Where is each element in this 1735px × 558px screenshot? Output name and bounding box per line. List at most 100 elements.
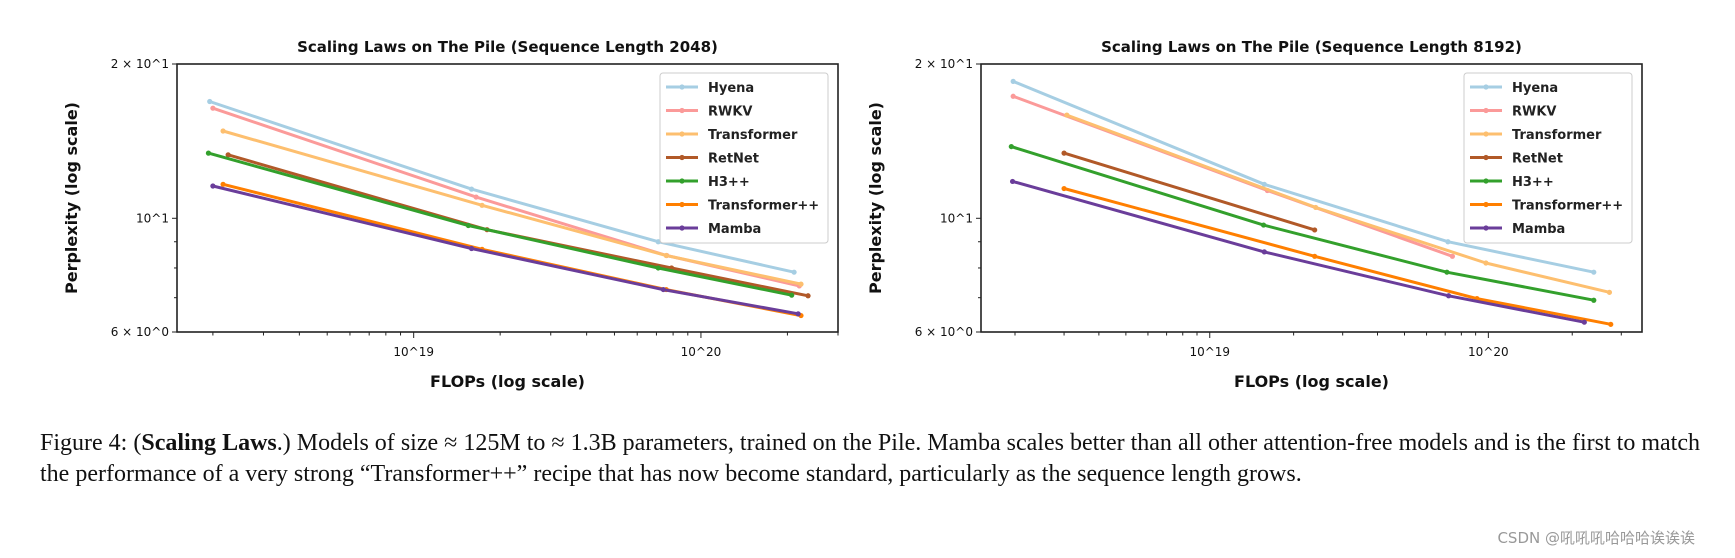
legend-item: H3++ <box>1470 175 1554 190</box>
data-point <box>1483 260 1489 266</box>
legend-label: RetNet <box>708 152 759 167</box>
series-transformer <box>1064 112 1613 295</box>
legend-item: Mamba <box>1470 222 1565 237</box>
series-mamba <box>210 183 801 317</box>
data-point <box>1064 112 1070 118</box>
legend-item: Mamba <box>666 222 761 237</box>
series-line <box>212 184 799 316</box>
legend-label: Hyena <box>708 81 754 96</box>
legend-item: RetNet <box>1470 152 1563 167</box>
series-line <box>209 100 795 274</box>
series-line <box>1066 113 1610 294</box>
legend-marker <box>1483 154 1489 161</box>
data-point <box>465 222 471 229</box>
data-point <box>789 292 795 298</box>
data-point <box>1009 178 1016 185</box>
data-point <box>1008 143 1014 150</box>
legend-item: RetNet <box>666 152 759 167</box>
series-line <box>1063 187 1612 326</box>
y-tick-label: 2 × 10^1 <box>111 57 169 71</box>
series-transformer <box>220 128 804 287</box>
y-tick-label: 6 × 10^0 <box>111 325 169 339</box>
series-hyena <box>207 98 797 275</box>
data-point <box>1312 253 1318 259</box>
legend-marker <box>1483 178 1489 184</box>
legend-marker <box>679 84 685 90</box>
data-point <box>1313 204 1319 211</box>
data-point <box>1445 239 1451 245</box>
series-transformerpp <box>1061 185 1614 327</box>
legend-marker <box>679 201 685 208</box>
legend-box <box>659 72 829 244</box>
legend-box <box>1463 72 1633 244</box>
data-point <box>1449 253 1456 259</box>
series-retnet <box>1061 150 1318 233</box>
legend-marker <box>1483 225 1489 231</box>
figure-caption: Figure 4: (Scaling Laws.) Models of size… <box>40 428 1700 490</box>
data-point <box>479 202 485 208</box>
x-tick-label: 10^20 <box>1468 345 1509 359</box>
chart-1: Scaling Laws on The Pile (Sequence Lengt… <box>62 38 839 391</box>
legend-label: Mamba <box>708 222 761 237</box>
legend-label: Mamba <box>1512 222 1565 237</box>
y-tick-label: 10^1 <box>136 211 169 225</box>
legend-marker <box>1483 201 1489 208</box>
data-point <box>663 252 669 259</box>
data-point <box>1444 269 1450 275</box>
plot-area <box>1008 78 1614 327</box>
data-point <box>660 286 666 293</box>
x-tick-label: 10^19 <box>393 345 434 359</box>
legend-item: Hyena <box>666 81 754 96</box>
legend-label: RWKV <box>1512 105 1556 120</box>
data-point <box>210 105 216 111</box>
legend-marker <box>679 225 685 231</box>
x-axis-label: FLOPs (log scale) <box>1234 372 1389 391</box>
legend-label: Transformer++ <box>708 199 819 214</box>
legend: Hyena RWKV Transformer RetNet H3++ Transforme… <box>1463 72 1633 244</box>
data-point <box>1608 321 1614 327</box>
caption-bold: Scaling Laws <box>141 430 277 456</box>
legend-item: Transformer++ <box>666 199 819 214</box>
legend-marker <box>679 131 685 137</box>
legend: Hyena RWKV Transformer RetNet H3++ Transforme… <box>659 72 829 244</box>
data-point <box>798 281 804 287</box>
caption-label: Figure 4: ( <box>40 430 142 456</box>
legend-item: Transformer <box>1470 128 1602 143</box>
y-tick-label: 6 × 10^0 <box>915 325 973 339</box>
data-point <box>791 269 797 275</box>
data-point <box>468 245 475 252</box>
plot-frame <box>980 63 1643 333</box>
scaling-laws-charts: Scaling Laws on The Pile (Sequence Lengt… <box>62 38 1643 391</box>
data-point <box>220 181 226 187</box>
data-point <box>1606 289 1613 295</box>
data-point <box>205 150 212 156</box>
y-axis-label: Perplexity (log scale) <box>62 102 81 294</box>
data-point <box>1061 150 1067 156</box>
legend-item: H3++ <box>666 175 750 190</box>
plot-frame <box>176 63 839 333</box>
series-mamba <box>1009 178 1587 325</box>
series-line <box>1010 145 1595 302</box>
chart-2: Scaling Laws on The Pile (Sequence Lengt… <box>866 38 1643 391</box>
legend-label: Hyena <box>1512 81 1558 96</box>
legend-marker <box>679 154 685 161</box>
legend-label: Transformer++ <box>1512 199 1623 214</box>
chart-title: Scaling Laws on The Pile (Sequence Lengt… <box>1101 38 1522 56</box>
data-point <box>1591 297 1597 303</box>
series-line <box>1063 151 1316 232</box>
plot-area <box>205 98 811 319</box>
data-point <box>805 293 811 299</box>
data-point <box>1446 293 1452 299</box>
series-line <box>207 151 792 297</box>
data-point <box>468 186 475 192</box>
data-point <box>1010 93 1016 99</box>
series-line <box>1012 179 1585 324</box>
data-point <box>473 194 479 200</box>
legend-label: Transformer <box>1512 128 1602 143</box>
data-point <box>1260 222 1267 228</box>
watermark: CSDN @吼吼吼哈哈哈诶诶诶 <box>1497 529 1695 547</box>
data-point <box>1261 249 1267 255</box>
data-point <box>1261 181 1267 187</box>
x-axis-label: FLOPs (log scale) <box>430 372 585 391</box>
